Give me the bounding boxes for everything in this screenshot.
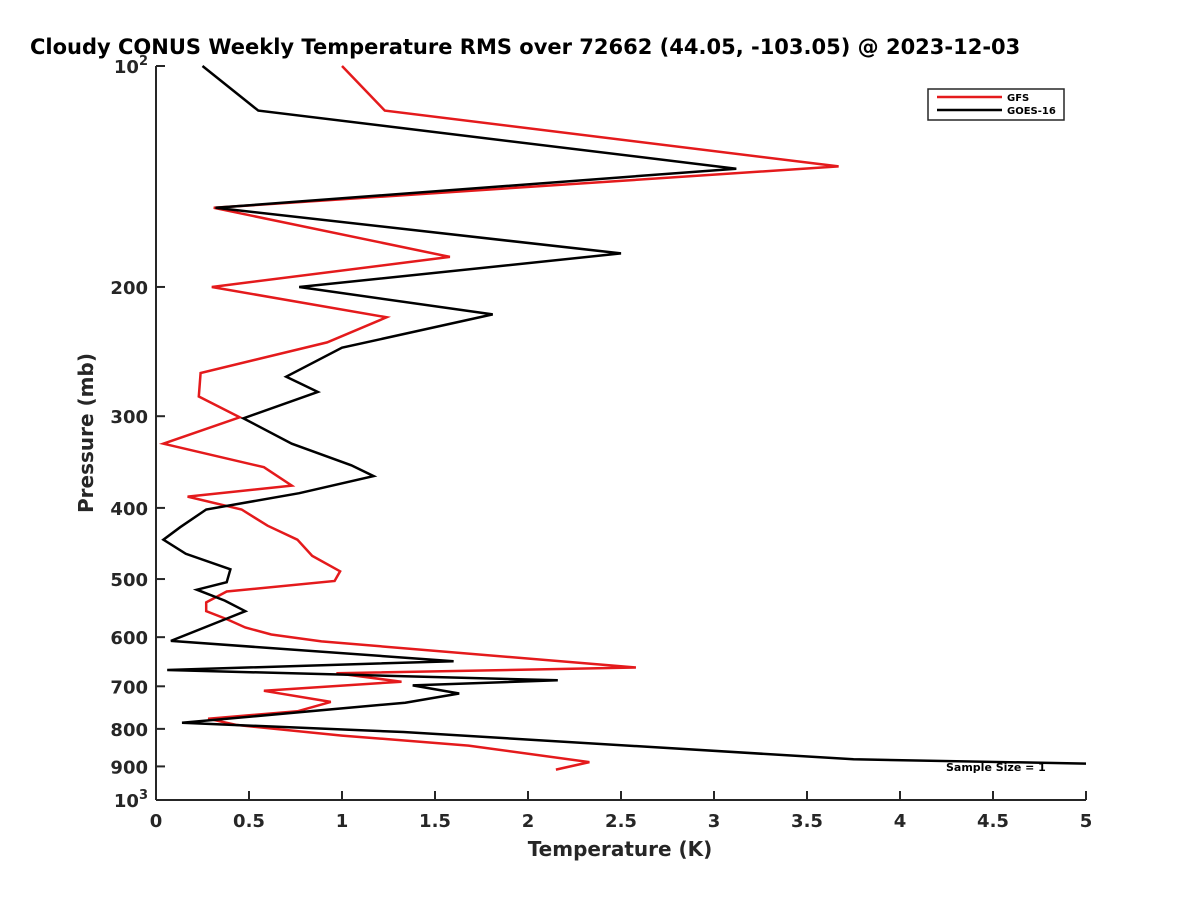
- y-tick-label: 900: [110, 757, 148, 778]
- chart-title: Cloudy CONUS Weekly Temperature RMS over…: [30, 35, 1020, 59]
- x-tick-label: 0.5: [233, 811, 265, 832]
- legend-label-goes16: GOES-16: [1007, 106, 1056, 117]
- series-line-goes16: [161, 65, 1087, 765]
- y-tick-label: 103: [114, 788, 148, 812]
- series-layer: [158, 65, 1087, 771]
- x-axis-label: Temperature (K): [528, 837, 713, 861]
- x-tick-label: 4: [894, 811, 907, 832]
- y-tick-label: 500: [110, 570, 148, 591]
- x-tick-label: 0: [150, 811, 163, 832]
- y-tick-label: 700: [110, 677, 148, 698]
- y-tick-label: 102: [114, 54, 148, 78]
- x-tick-label: 2.5: [605, 811, 637, 832]
- axes-layer: 0 0.5 1 1.5 2 2.5 3 3.5 4 4.5 5 102 200 300 400 500 600 7…: [110, 54, 1092, 832]
- y-axis-label: Pressure (mb): [74, 353, 98, 513]
- x-tick-label: 2: [522, 811, 535, 832]
- y-tick-label: 400: [110, 499, 148, 520]
- y-tick-label: 800: [110, 720, 148, 741]
- legend-label-gfs: GFS: [1007, 93, 1029, 104]
- sample-size-annotation: Sample Size = 1: [946, 761, 1046, 774]
- x-tick-label: 1: [336, 811, 349, 832]
- series-line-gfs: [158, 65, 839, 771]
- x-tick-label: 3: [708, 811, 721, 832]
- legend: GFS GOES-16: [927, 88, 1065, 121]
- y-tick-label: 200: [110, 278, 148, 299]
- y-tick-label: 600: [110, 628, 148, 649]
- x-tick-label: 1.5: [419, 811, 451, 832]
- x-tick-label: 4.5: [977, 811, 1009, 832]
- y-tick-label: 300: [110, 407, 148, 428]
- x-tick-label: 5: [1080, 811, 1093, 832]
- x-tick-label: 3.5: [791, 811, 823, 832]
- legend-box: [927, 88, 1065, 121]
